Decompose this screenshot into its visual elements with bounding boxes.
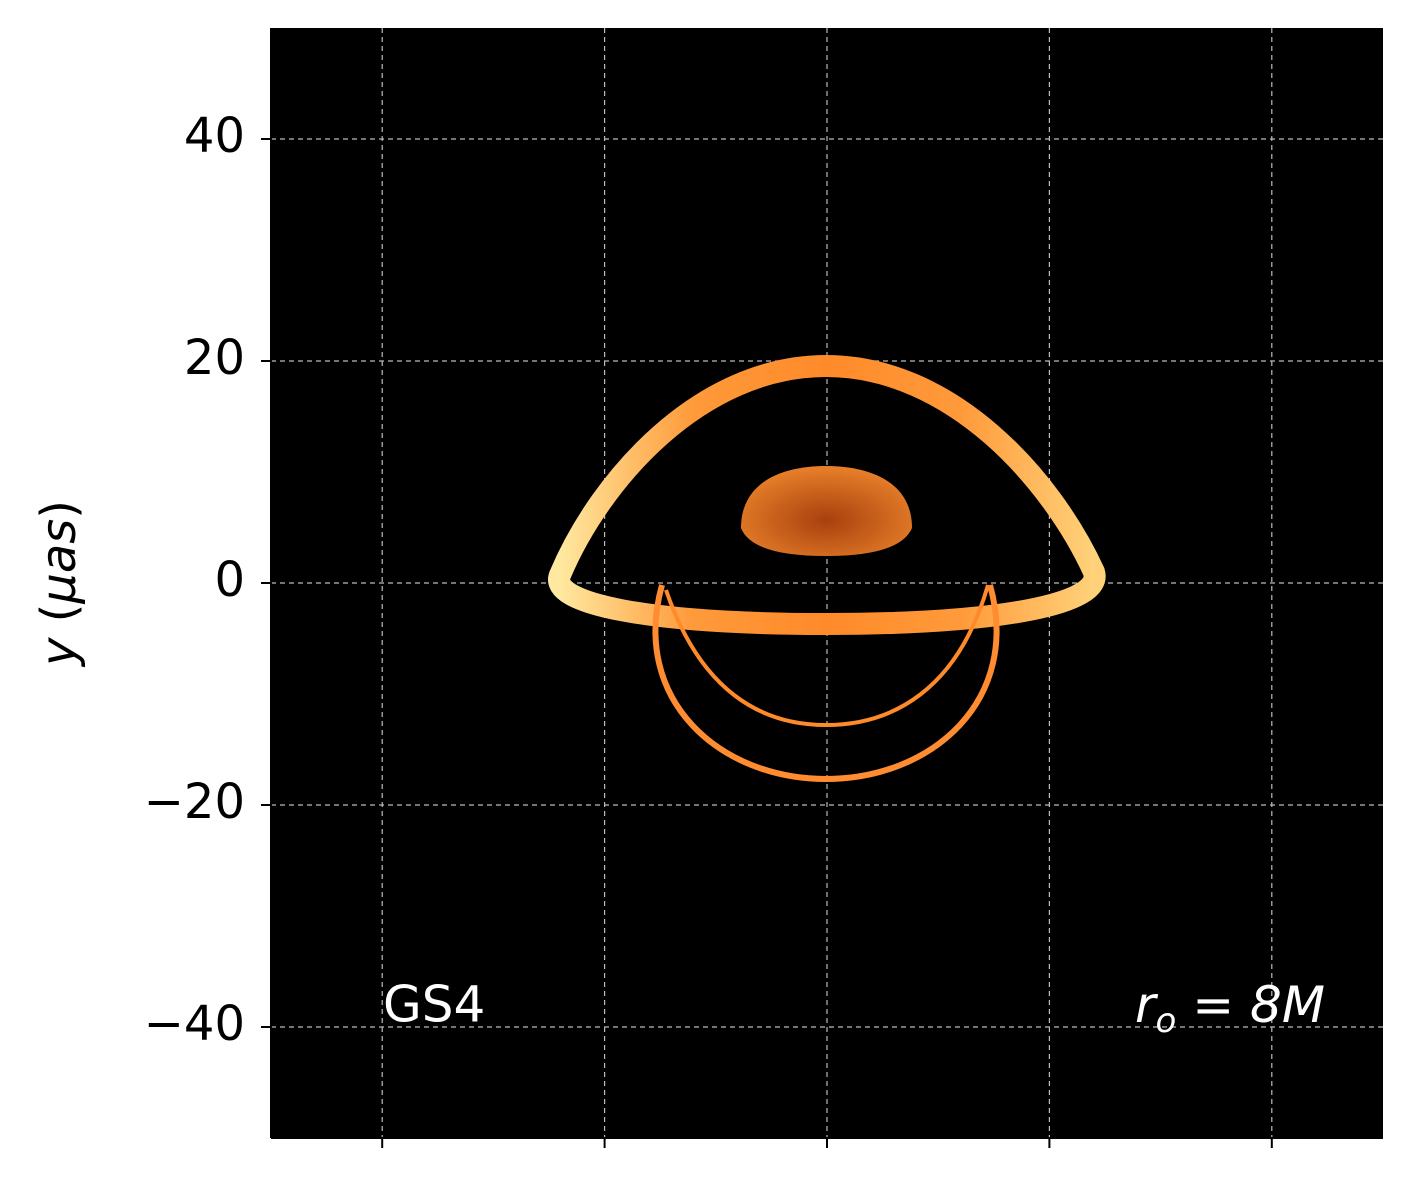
y-label-part: ) — [31, 500, 87, 519]
tertiary-ring — [664, 584, 990, 728]
y-label-part: μas — [31, 519, 87, 605]
image — [548, 354, 1106, 783]
y-axis-label: y (μas) — [31, 500, 87, 668]
grid — [271, 28, 1383, 1138]
y-tick-label: 20 — [184, 330, 245, 386]
y-tick-label: −20 — [144, 774, 245, 830]
y-tick-label: 40 — [184, 108, 245, 164]
y-label-part: y — [31, 637, 87, 668]
central-emission — [741, 466, 912, 556]
y-tick-label: −40 — [144, 996, 245, 1052]
secondary-ring — [652, 584, 1000, 783]
annotation-part: = — [1176, 976, 1250, 1034]
y-label-part: ( — [31, 604, 87, 638]
annotation: GS4 — [383, 976, 485, 1034]
annotation: ro = 8M — [1135, 976, 1325, 1041]
y-tick-label: 0 — [214, 552, 245, 608]
photon-ring — [548, 354, 1106, 636]
annotation-part: o — [1156, 1001, 1177, 1041]
annotation-part: 8M — [1250, 976, 1325, 1034]
annotation-part: r — [1135, 976, 1159, 1034]
